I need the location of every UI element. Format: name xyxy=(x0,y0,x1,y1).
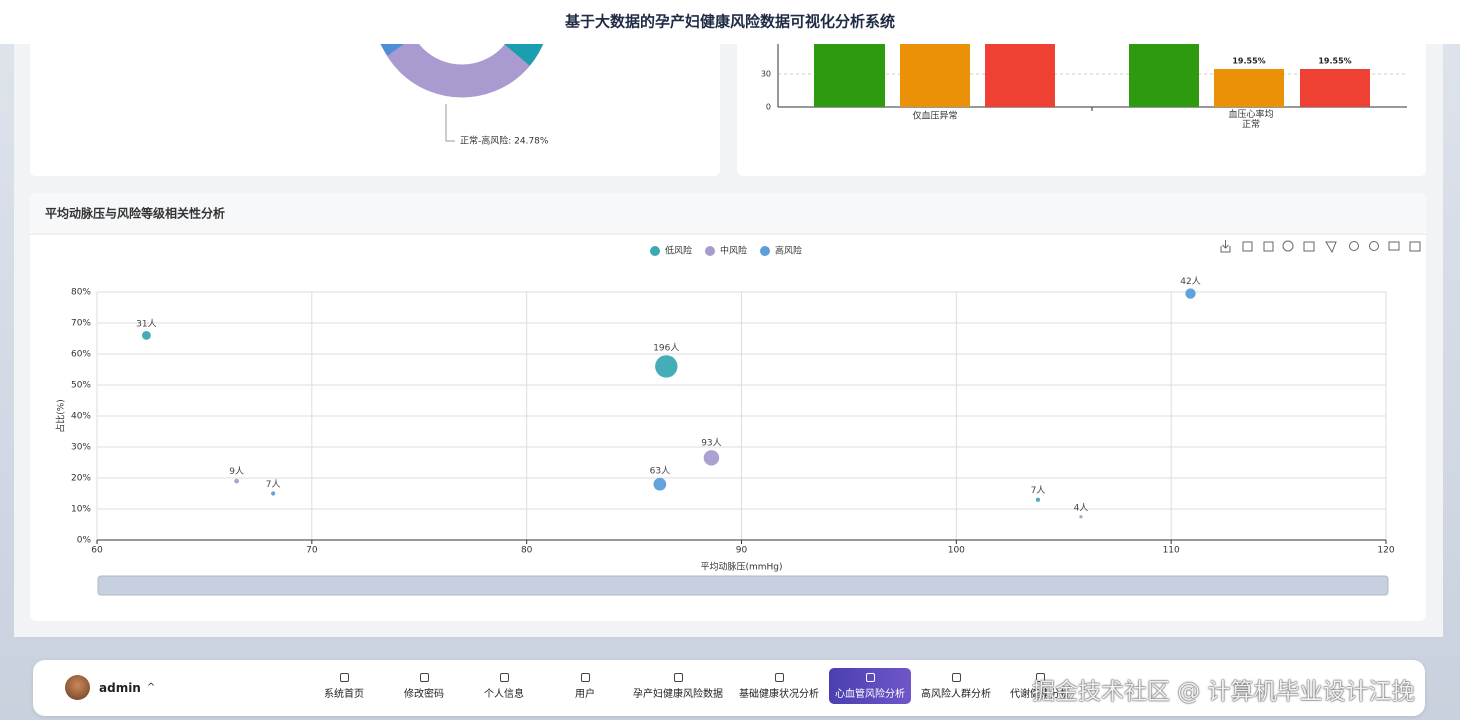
bubble-label: 196人 xyxy=(653,343,679,354)
x-tick-label: 80 xyxy=(521,546,533,556)
bubble xyxy=(271,491,276,496)
nav-label: 代谢健康分析 xyxy=(1010,688,1070,700)
y-tick-label: 50% xyxy=(71,381,91,391)
y-tick-label: 10% xyxy=(71,505,91,515)
toolbox[interactable] xyxy=(1220,240,1421,254)
legend-label: 低风险 xyxy=(665,245,692,257)
donut-panel xyxy=(30,30,720,176)
header-bar xyxy=(0,0,1460,44)
y-tick-label: 30 xyxy=(761,70,771,79)
legend-marker xyxy=(705,246,715,256)
nav-label: 基础健康状况分析 xyxy=(739,688,819,700)
nav-item[interactable]: 孕产妇健康风险数据 xyxy=(627,668,729,704)
y-tick-label: 0 xyxy=(766,103,771,112)
panel-header xyxy=(30,193,1426,234)
bar xyxy=(814,44,885,107)
bubble-label: 7人 xyxy=(266,479,281,490)
y-tick-label: 30% xyxy=(71,443,91,453)
bubble-label: 9人 xyxy=(229,466,244,477)
bubble xyxy=(653,477,667,491)
username: admin xyxy=(99,680,141,695)
user-menu[interactable]: admin ^ xyxy=(65,675,155,700)
nav-item[interactable]: 修改密码 xyxy=(398,668,450,704)
nav-icon xyxy=(865,672,875,682)
nav-item[interactable]: 高风险人群分析 xyxy=(915,668,997,704)
nav-bar: admin ^ 系统首页 修改密码 个人信息 用户 孕产妇健康风险数据 基础健康状况分析 心血… xyxy=(33,660,1425,716)
donut-label: 正常-高风险: 24.78% xyxy=(460,135,549,147)
nav-label: 孕产妇健康风险数据 xyxy=(633,688,723,700)
y-tick-label: 80% xyxy=(71,288,91,298)
nav-icon xyxy=(499,672,509,682)
label-line xyxy=(445,104,455,142)
x-tick-label: 血压心率均正常 xyxy=(1228,110,1274,130)
watermark: 掘金技术社区 @ 计算机毕业设计江挽 xyxy=(1032,679,1415,705)
bar xyxy=(900,44,970,107)
bubble xyxy=(141,330,151,340)
bubble xyxy=(703,450,720,466)
bubble-label: 42人 xyxy=(1180,276,1200,287)
scatter-panel xyxy=(30,193,1426,621)
bubble-label: 93人 xyxy=(701,438,721,449)
bubble xyxy=(1185,288,1196,299)
nav-icon xyxy=(951,672,961,682)
x-tick-label: 仅血压异常 xyxy=(912,110,957,122)
data-zoom-slider[interactable] xyxy=(97,575,1389,596)
bubble xyxy=(655,355,678,378)
y-axis-label: 占比(%) xyxy=(55,399,67,433)
bubble-label: 63人 xyxy=(650,465,670,476)
x-tick-label: 90 xyxy=(736,546,748,556)
legend-marker xyxy=(650,246,660,256)
x-tick-label: 120 xyxy=(1377,546,1394,556)
nav-item[interactable]: 代谢健康分析 xyxy=(1004,668,1076,704)
nav-item[interactable]: 心血管风险分析 xyxy=(829,668,911,704)
value-label: 19.55% xyxy=(1232,57,1265,66)
nav-item[interactable]: 用户 xyxy=(569,668,601,704)
avatar xyxy=(65,675,90,700)
bar xyxy=(1129,44,1199,107)
nav-icon xyxy=(673,672,683,682)
nav-icon xyxy=(580,672,590,682)
bubble-label: 7人 xyxy=(1031,485,1046,496)
nav-icon xyxy=(1035,672,1045,682)
y-tick-label: 0% xyxy=(77,536,92,546)
nav-label: 用户 xyxy=(575,688,595,700)
nav-icon xyxy=(419,672,429,682)
nav-label: 高风险人群分析 xyxy=(921,688,991,700)
nav-label: 心血管风险分析 xyxy=(835,688,905,700)
x-tick-label: 70 xyxy=(306,546,318,556)
y-tick-label: 20% xyxy=(71,474,91,484)
nav-item[interactable]: 基础健康状况分析 xyxy=(733,668,825,704)
x-tick-label: 100 xyxy=(948,546,965,556)
bar xyxy=(985,44,1055,107)
nav-label: 个人信息 xyxy=(484,688,524,700)
nav-item[interactable]: 个人信息 xyxy=(478,668,530,704)
nav-label: 修改密码 xyxy=(404,688,444,700)
bubble xyxy=(234,478,240,484)
nav-icon xyxy=(774,672,784,682)
page-title: 基于大数据的孕产妇健康风险数据可视化分析系统 xyxy=(564,13,895,31)
nav-icon xyxy=(339,672,349,682)
y-tick-label: 70% xyxy=(71,319,91,329)
x-tick-label: 110 xyxy=(1163,546,1180,556)
x-axis-label: 平均动脉压(mmHg) xyxy=(700,561,782,573)
y-tick-label: 40% xyxy=(71,412,91,422)
bubble xyxy=(1079,515,1083,519)
bar xyxy=(1214,69,1284,107)
bubble-label: 31人 xyxy=(136,318,156,329)
bar xyxy=(1300,69,1370,107)
value-label: 19.55% xyxy=(1318,57,1351,66)
bubble-label: 4人 xyxy=(1074,503,1089,514)
legend-marker xyxy=(760,246,770,256)
panel-title: 平均动脉压与风险等级相关性分析 xyxy=(45,206,225,221)
legend-label: 高风险 xyxy=(775,245,802,257)
nav-label: 系统首页 xyxy=(324,688,364,700)
legend-label: 中风险 xyxy=(720,245,747,257)
bubble xyxy=(1035,497,1041,502)
caret: ^ xyxy=(146,682,156,693)
y-tick-label: 60% xyxy=(71,350,91,360)
nav-item[interactable]: 系统首页 xyxy=(318,668,370,704)
x-tick-label: 60 xyxy=(91,546,103,556)
